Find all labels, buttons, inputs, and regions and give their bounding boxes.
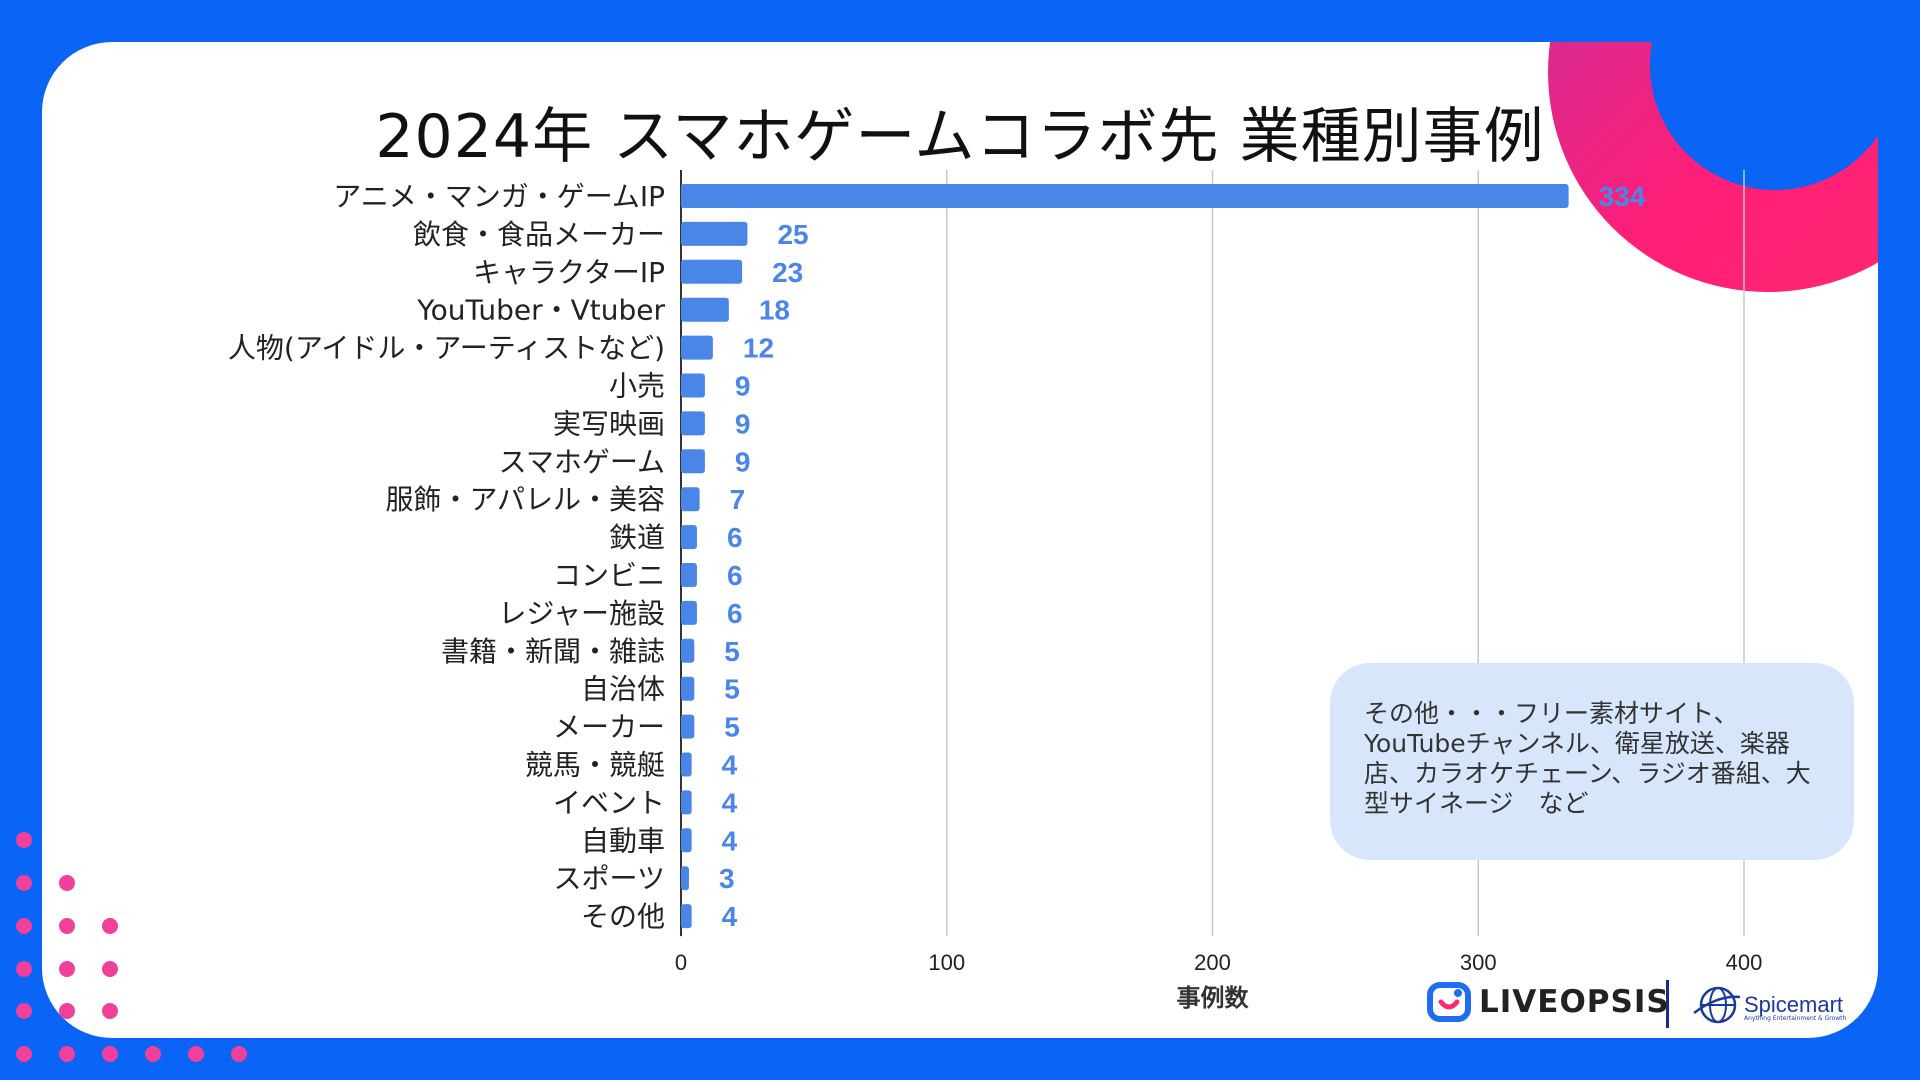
decorative-dot xyxy=(188,1046,204,1062)
data-label: 9 xyxy=(735,408,751,439)
decorative-dot xyxy=(59,1046,75,1062)
decorative-dot xyxy=(59,961,75,977)
spicemart-logo-tagline: Anything Entertainment & Growth xyxy=(1744,1015,1847,1022)
liveopsis-logo-icon xyxy=(1427,982,1471,1022)
decorative-dot xyxy=(59,1003,75,1019)
bar xyxy=(681,411,705,436)
category-label: 書籍・新聞・雑誌 xyxy=(441,635,665,668)
category-label: コンビニ xyxy=(553,559,665,592)
decorative-dot xyxy=(16,832,32,848)
bar xyxy=(681,828,692,853)
bar xyxy=(681,904,692,929)
category-label: 小売 xyxy=(609,370,665,403)
data-label: 4 xyxy=(722,901,738,932)
decorative-dot xyxy=(102,961,118,977)
spicemart-logo-text: Spicemart xyxy=(1744,992,1844,1017)
category-label: 飲食・食品メーカー xyxy=(413,218,665,251)
data-label: 23 xyxy=(772,257,803,288)
other-note-text: その他・・・フリー素材サイト、YouTubeチャンネル、衛星放送、楽器店、カラオ… xyxy=(1364,699,1811,818)
dot-pattern-decoration xyxy=(16,832,247,1062)
decorative-dot xyxy=(16,961,32,977)
data-label: 5 xyxy=(724,712,740,743)
decorative-dot xyxy=(59,875,75,891)
data-label: 7 xyxy=(730,484,746,515)
bar xyxy=(681,525,697,550)
category-label: レジャー施設 xyxy=(498,597,665,630)
category-label: 実写映画 xyxy=(553,407,665,440)
bar xyxy=(681,600,697,625)
category-label: 人物(アイドル・アーティストなど) xyxy=(228,332,665,365)
bar xyxy=(681,259,743,284)
x-tick-label: 200 xyxy=(1194,950,1231,975)
data-label: 9 xyxy=(735,371,751,402)
category-label: YouTuber・Vtuber xyxy=(416,294,665,327)
data-label: 6 xyxy=(727,560,743,591)
decorative-dot xyxy=(16,1046,32,1062)
category-label: アニメ・マンガ・ゲームIP xyxy=(333,180,665,213)
decorative-dot xyxy=(16,875,32,891)
bar xyxy=(681,335,713,360)
decorative-dot xyxy=(102,918,118,934)
data-label: 25 xyxy=(777,219,808,250)
category-label: 競馬・競艇 xyxy=(525,749,665,782)
decorative-dot xyxy=(16,1003,32,1019)
bar xyxy=(681,184,1569,208)
bar xyxy=(681,866,689,891)
decorative-dot xyxy=(231,1046,247,1062)
data-label: 6 xyxy=(727,522,743,553)
x-tick-label: 100 xyxy=(928,950,965,975)
decorative-dot xyxy=(16,918,32,934)
bar xyxy=(681,563,697,587)
data-label: 5 xyxy=(724,636,740,667)
category-label: 服飾・アパレル・美容 xyxy=(386,483,665,516)
decorative-dot xyxy=(59,918,75,934)
liveopsis-logo: LIVEOPSIS xyxy=(1427,982,1670,1022)
bar xyxy=(681,714,695,739)
x-axis-label: 事例数 xyxy=(1177,984,1250,1012)
bar xyxy=(681,487,700,512)
spicemart-logo: Spicemart Anything Entertainment & Growt… xyxy=(1692,983,1846,1027)
bar xyxy=(681,790,692,815)
data-label: 9 xyxy=(735,446,751,477)
decorative-dot xyxy=(102,1046,118,1062)
globe-icon xyxy=(1693,986,1741,1024)
category-label: スマホゲーム xyxy=(499,445,665,478)
bar xyxy=(681,638,695,663)
data-label: 334 xyxy=(1599,181,1646,212)
data-label: 4 xyxy=(722,787,738,818)
category-label: キャラクターIP xyxy=(473,256,665,289)
bar xyxy=(681,297,729,322)
data-label: 18 xyxy=(759,295,790,326)
data-label: 3 xyxy=(719,863,735,894)
x-tick-label: 300 xyxy=(1460,950,1497,975)
bar xyxy=(681,752,692,777)
bar xyxy=(681,221,748,246)
x-tick-label: 0 xyxy=(675,950,687,975)
data-label: 4 xyxy=(722,825,738,856)
bar xyxy=(681,373,705,398)
category-label: 自動車 xyxy=(581,824,665,857)
category-label: スポーツ xyxy=(554,862,665,895)
x-tick-label: 400 xyxy=(1726,950,1763,975)
category-label: その他 xyxy=(581,900,665,933)
decorative-dot xyxy=(145,1046,161,1062)
bar xyxy=(681,676,695,701)
category-label: 鉄道 xyxy=(609,521,665,554)
other-note-box: その他・・・フリー素材サイト、YouTubeチャンネル、衛星放送、楽器店、カラオ… xyxy=(1330,663,1854,860)
category-label: メーカー xyxy=(553,711,665,744)
page-title: 2024年 スマホゲームコラボ先 業種別事例 xyxy=(375,102,1545,172)
bar xyxy=(681,449,705,474)
data-label: 4 xyxy=(722,750,738,781)
liveopsis-logo-text: LIVEOPSIS xyxy=(1479,984,1670,1020)
logo-divider xyxy=(1666,980,1669,1028)
decorative-dot xyxy=(102,1003,118,1019)
category-label: イベント xyxy=(553,786,665,819)
data-label: 12 xyxy=(743,333,774,364)
category-label: 自治体 xyxy=(581,673,665,706)
data-label: 6 xyxy=(727,598,743,629)
data-label: 5 xyxy=(724,674,740,705)
